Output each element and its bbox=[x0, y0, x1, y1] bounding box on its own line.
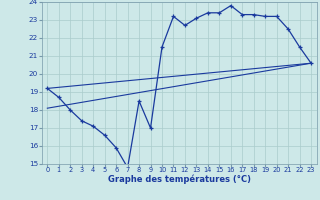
X-axis label: Graphe des températures (°C): Graphe des températures (°C) bbox=[108, 175, 251, 184]
